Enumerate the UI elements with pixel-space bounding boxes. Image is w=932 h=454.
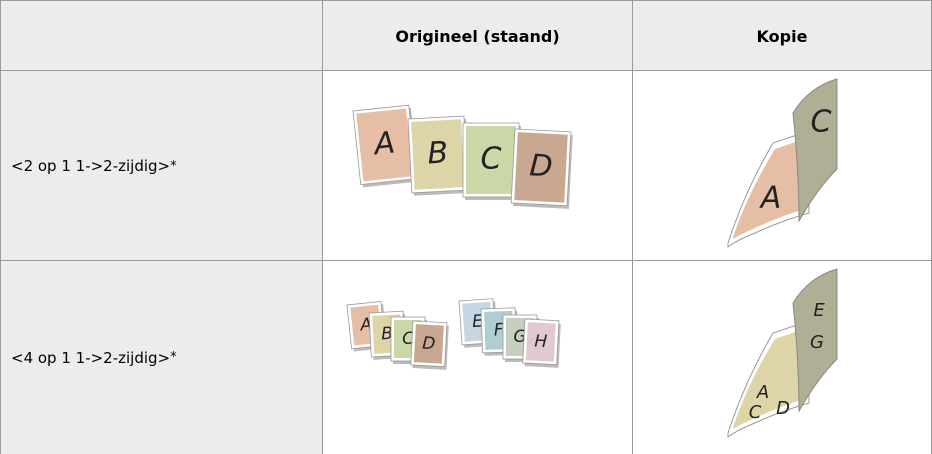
page-content (466, 126, 516, 194)
label-text: <4 op 1 1->2-zijdig> (11, 348, 171, 367)
page-content (514, 132, 568, 203)
row-label: <2 op 1 1->2-zijdig> * (0, 70, 322, 261)
page-letter: A (371, 125, 397, 162)
page: B (407, 115, 470, 196)
page-content (413, 324, 444, 364)
page-back-content (733, 139, 804, 239)
header-text: Origineel (staand) (395, 26, 560, 46)
page-letter: B (427, 135, 449, 171)
page-letter: A (756, 382, 769, 403)
page-back-content (733, 329, 804, 429)
page-content (525, 322, 556, 362)
page-letter: C (481, 142, 502, 177)
footnote-mark: * (170, 158, 177, 174)
page-letter: C (402, 329, 414, 349)
header-text: Kopie (756, 26, 808, 46)
page-letter: G (513, 327, 526, 347)
page: H (522, 318, 561, 368)
page: C (462, 122, 521, 200)
header-cell: Kopie (632, 0, 932, 71)
page-flap (792, 268, 838, 413)
page-flap (792, 78, 838, 223)
page-letter: H (534, 332, 548, 353)
illustration: A B C DE F G H (346, 298, 561, 370)
page: D (510, 128, 573, 209)
illustration: AC D EG (727, 268, 838, 438)
page-letter: B (381, 324, 394, 345)
page: A (352, 104, 419, 188)
page-letter: G (810, 332, 824, 353)
page-letter: C (749, 402, 762, 423)
label-text: <2 op 1 1->2-zijdig> (11, 157, 171, 175)
page-letter: D (422, 334, 436, 355)
header-corner (0, 0, 322, 71)
page-letter: D (529, 148, 554, 184)
header-cell: Origineel (staand) (322, 0, 632, 71)
page-letter: E (813, 300, 825, 321)
illustration: AC (727, 78, 838, 248)
page-letter: A (759, 181, 782, 216)
page-letter: C (811, 105, 832, 140)
row-label: <4 op 1 1->2-zijdig> * (0, 260, 322, 454)
page-letter: F (494, 320, 505, 340)
page: D (410, 320, 449, 370)
page-letter: E (471, 311, 483, 332)
page-letter: D (776, 398, 790, 419)
page-content (411, 119, 465, 190)
page-content (356, 108, 414, 182)
footnote-mark: * (170, 350, 177, 365)
